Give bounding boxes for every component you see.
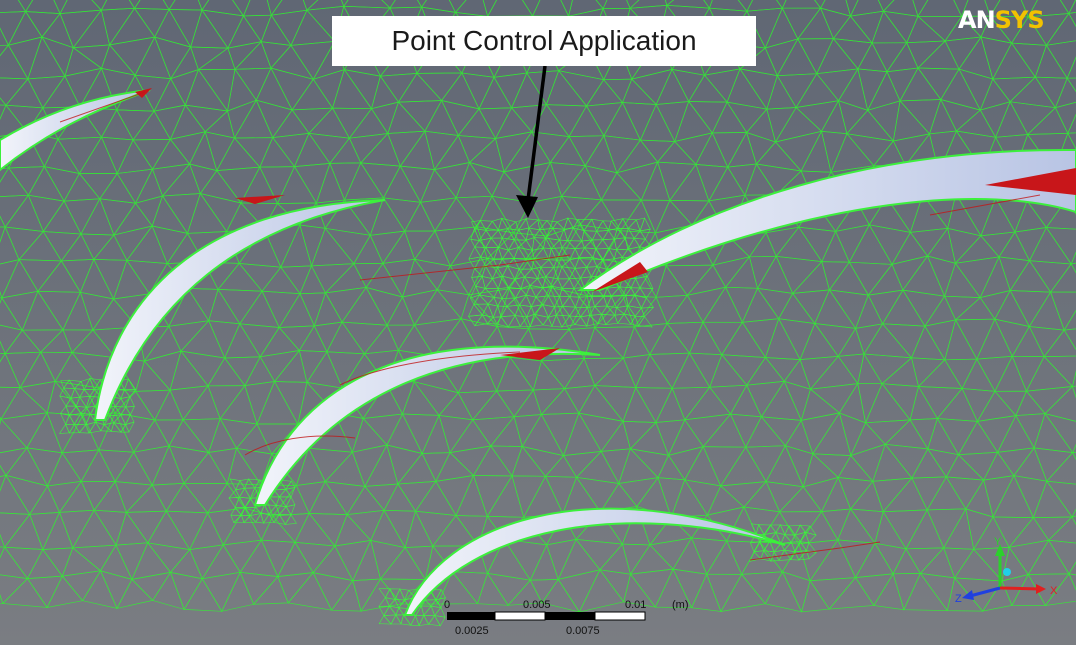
blade-bottom: [403, 507, 786, 616]
scale-label-00075: 0.0075: [566, 625, 600, 637]
blade-upper-right: [576, 148, 1076, 291]
scale-unit: (m): [672, 599, 689, 611]
axis-label-x: X: [1050, 585, 1058, 597]
red-strip-middle: [500, 348, 560, 360]
scale-label-001: 0.01: [625, 599, 646, 611]
blade-middle: [253, 345, 601, 506]
red-strip-upper-right: [592, 262, 648, 292]
axis-label-z: Z: [955, 593, 962, 605]
logo-prefix: AN: [958, 6, 996, 34]
callout-label: Point Control Application: [332, 16, 756, 66]
scale-label-0005: 0.005: [523, 599, 551, 611]
axis-triad-icon: Y X Z: [955, 536, 1058, 605]
blade-upper-center: [93, 199, 386, 421]
axis-label-y: Y: [994, 536, 1002, 548]
scale-bar: 0 0.005 0.01 (m) 0.0025 0.0075: [444, 599, 689, 637]
red-strip-top-right: [985, 168, 1076, 195]
arrow-down-icon: [516, 65, 547, 218]
red-edge-lines: [59, 91, 1041, 561]
scale-label-00025: 0.0025: [455, 625, 489, 637]
scale-label-0: 0: [444, 599, 450, 611]
ansys-logo: ANSYS: [958, 6, 1045, 34]
red-strip-upper-center: [235, 195, 285, 204]
callout-text: Point Control Application: [391, 25, 697, 56]
logo-suffix: SYS: [994, 6, 1045, 34]
